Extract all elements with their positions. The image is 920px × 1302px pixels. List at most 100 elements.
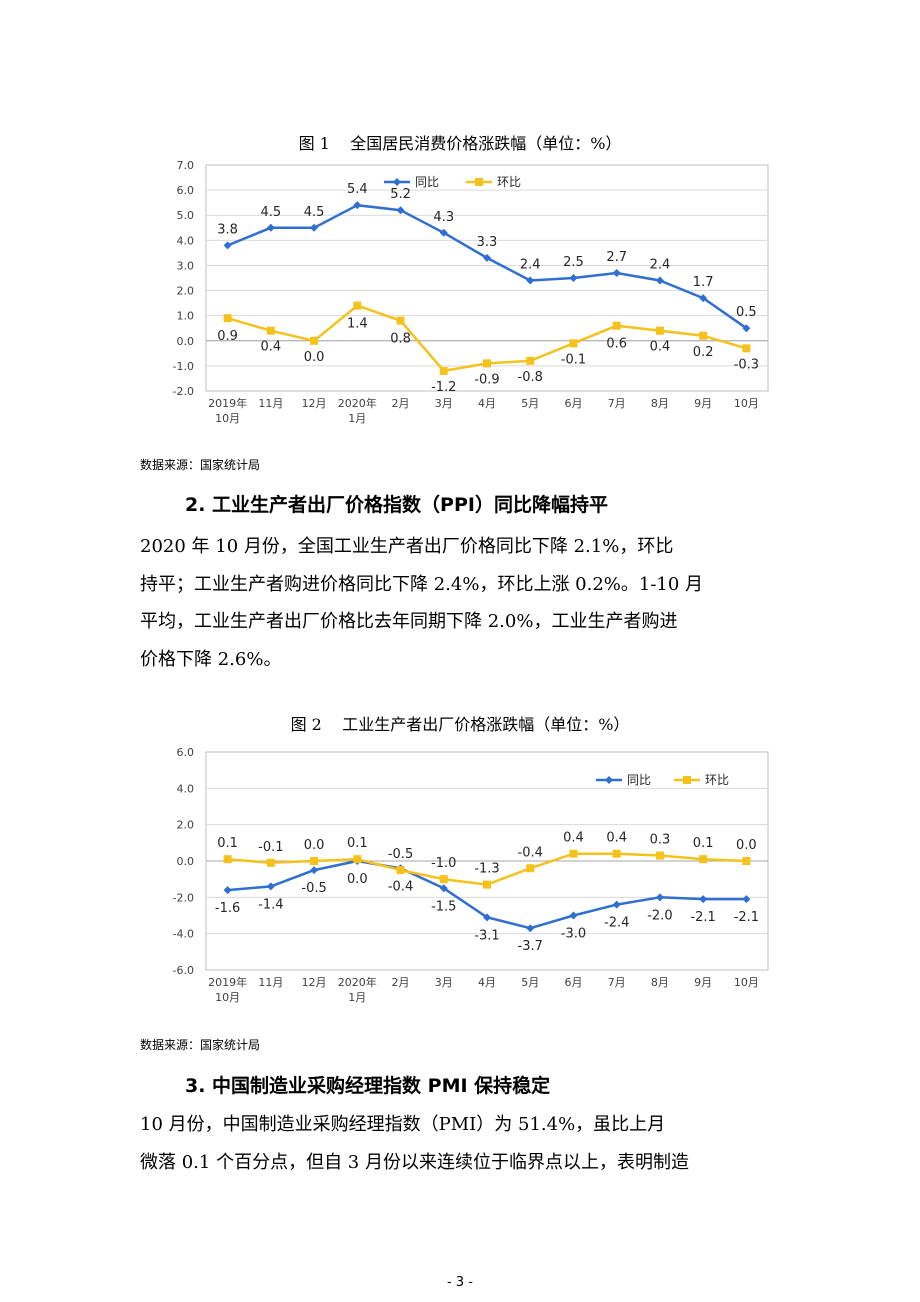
data-point bbox=[526, 864, 535, 873]
x-tick-label: 3月 bbox=[435, 976, 453, 989]
data-label: 0.4 bbox=[606, 831, 627, 846]
data-label: -0.1 bbox=[258, 840, 283, 855]
paragraph-line: 2020 年 10 月份，全国工业生产者出厂价格同比下降 2.1%，环比 bbox=[140, 536, 674, 557]
data-point bbox=[699, 855, 708, 864]
figure2-source: 数据来源：国家统计局 bbox=[140, 1038, 261, 1052]
legend-marker bbox=[605, 776, 613, 784]
x-tick-label: 5月 bbox=[521, 976, 539, 989]
data-label: -3.1 bbox=[474, 928, 499, 943]
data-label: 0.1 bbox=[347, 836, 368, 851]
data-point bbox=[223, 886, 232, 895]
data-point bbox=[439, 875, 448, 884]
x-tick-label: 12月 bbox=[302, 397, 327, 410]
ppi-line-chart: -6.0 -4.0 -2.0 0.0 2.0 4.0 6.0 2019年 10月 11月 12月 20… bbox=[173, 746, 769, 1004]
data-label: 0.9 bbox=[217, 329, 238, 344]
data-label: 0.0 bbox=[347, 872, 368, 887]
data-label: 3.3 bbox=[477, 235, 498, 250]
y-tick-label: 5.0 bbox=[177, 209, 195, 222]
section2-paragraph: 2020 年 10 月份，全国工业生产者出厂价格同比下降 2.1%，环比 持平；… bbox=[140, 528, 790, 678]
data-label: 4.5 bbox=[304, 205, 325, 220]
y-tick-label: 4.0 bbox=[177, 234, 195, 247]
data-point bbox=[526, 924, 535, 933]
y-tick-label: -2.0 bbox=[173, 891, 194, 904]
data-point bbox=[742, 895, 751, 904]
data-label: -0.8 bbox=[518, 370, 543, 385]
data-label: -0.5 bbox=[388, 847, 413, 862]
y-tick-label: -1.0 bbox=[173, 360, 194, 373]
x-tick-label: 11月 bbox=[258, 397, 283, 410]
paragraph-line: 价格下降 2.6%。 bbox=[140, 648, 282, 670]
y-tick-label: 2.0 bbox=[177, 285, 195, 298]
data-point bbox=[655, 851, 664, 860]
data-label: 2.4 bbox=[650, 258, 671, 273]
x-tick-label: 10月 bbox=[734, 976, 759, 989]
x-tick-label: 6月 bbox=[564, 397, 582, 410]
data-label: 0.4 bbox=[261, 340, 282, 355]
data-label: 0.3 bbox=[650, 833, 671, 848]
data-label: -2.1 bbox=[734, 910, 759, 925]
data-label: 0.1 bbox=[693, 836, 714, 851]
paragraph-line: 平均，工业生产者出厂价格比去年同期下降 2.0%，工业生产者购进 bbox=[140, 611, 678, 632]
data-point bbox=[569, 339, 578, 348]
data-label: -0.9 bbox=[474, 372, 499, 387]
x-tick-label: 7月 bbox=[608, 976, 626, 989]
data-point bbox=[526, 356, 535, 365]
data-point bbox=[310, 223, 319, 232]
legend-marker bbox=[475, 178, 483, 186]
plot-area bbox=[205, 164, 769, 392]
data-label: 0.6 bbox=[606, 337, 627, 352]
figure2-caption: 图 2 工业生产者出厂价格涨跌幅（单位：%） bbox=[290, 715, 630, 734]
data-point bbox=[266, 223, 275, 232]
x-tick-label: 2020年 1月 bbox=[338, 975, 377, 1004]
data-point bbox=[266, 858, 275, 867]
data-point bbox=[266, 326, 275, 335]
data-point bbox=[569, 274, 578, 282]
data-point bbox=[742, 344, 751, 353]
data-label: 4.5 bbox=[261, 205, 282, 220]
data-label: -0.3 bbox=[734, 357, 759, 372]
data-point bbox=[699, 294, 708, 303]
x-tick-label: 2019年 10月 bbox=[208, 975, 247, 1004]
y-tick-label: 1.0 bbox=[177, 310, 195, 323]
data-point bbox=[223, 855, 232, 864]
paragraph-line: 微落 0.1 个百分点，但自 3 月份以来连续位于临界点以上，表明制造 bbox=[140, 1151, 689, 1173]
x-tick-label: 3月 bbox=[435, 397, 453, 410]
data-point bbox=[353, 301, 362, 310]
x-tick-label: 9月 bbox=[694, 397, 712, 410]
data-point bbox=[310, 336, 319, 345]
data-label: 2.4 bbox=[520, 258, 541, 273]
legend-label: 同比 bbox=[627, 773, 651, 787]
data-point bbox=[439, 366, 448, 375]
legend-label: 环比 bbox=[497, 175, 521, 189]
data-label: 5.2 bbox=[390, 187, 411, 202]
data-label: 0.0 bbox=[304, 350, 325, 365]
data-point bbox=[483, 359, 491, 368]
data-label: 2.5 bbox=[563, 255, 584, 270]
data-point bbox=[612, 268, 621, 277]
data-label: 0.0 bbox=[304, 838, 325, 853]
x-tick-label: 8月 bbox=[651, 397, 669, 410]
section2-heading: 2. 工业生产者出厂价格指数（PPI）同比降幅持平 bbox=[185, 494, 608, 516]
y-tick-label: 6.0 bbox=[177, 184, 195, 197]
x-tick-label: 10月 bbox=[734, 397, 759, 410]
section3-heading: 3. 中国制造业采购经理指数 PMI 保持稳定 bbox=[185, 1075, 551, 1097]
legend-label: 同比 bbox=[415, 175, 439, 189]
data-label: 0.4 bbox=[650, 340, 671, 355]
figure1-source: 数据来源：国家统计局 bbox=[140, 458, 261, 472]
data-point bbox=[396, 206, 405, 215]
data-label: -0.1 bbox=[561, 352, 586, 367]
data-point bbox=[526, 276, 535, 285]
cpi-line-chart: -2.0 -1.0 0.0 1.0 2.0 3.0 4.0 5.0 6.0 7.0 2019年 10月… bbox=[173, 159, 769, 425]
data-point bbox=[483, 913, 491, 922]
data-label: 0.5 bbox=[736, 305, 757, 320]
data-label: -3.7 bbox=[518, 939, 543, 954]
data-point bbox=[223, 314, 232, 323]
data-label: 0.1 bbox=[217, 836, 238, 851]
data-point bbox=[439, 228, 448, 237]
data-label: -3.0 bbox=[561, 927, 586, 942]
data-label: -1.6 bbox=[215, 901, 240, 916]
y-tick-label: -4.0 bbox=[173, 928, 194, 941]
figure1-caption: 图 1 全国居民消费价格涨跌幅（单位：%） bbox=[298, 134, 622, 153]
data-point bbox=[353, 201, 362, 210]
section3-paragraph: 10 月份，中国制造业采购经理指数（PMI）为 51.4%，虽比上月 微落 0.… bbox=[140, 1106, 790, 1181]
